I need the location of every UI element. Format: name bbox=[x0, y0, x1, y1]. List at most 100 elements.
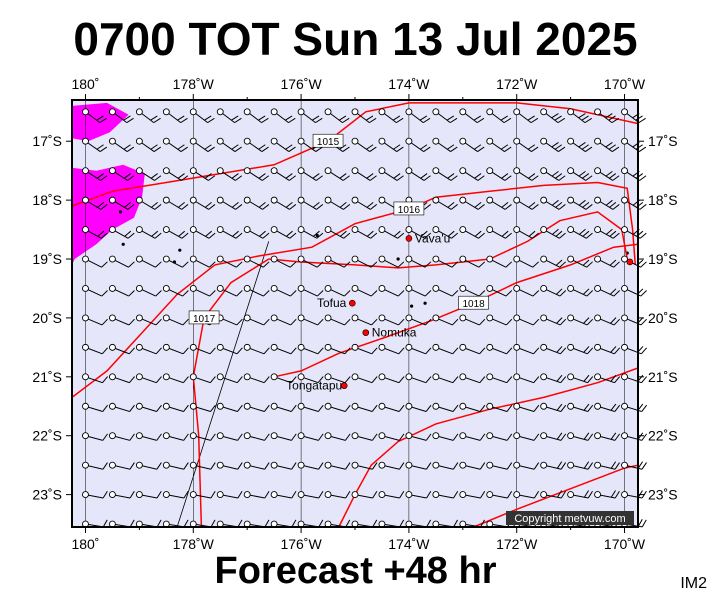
wind-barb-flag bbox=[208, 175, 216, 181]
wind-barb-flag bbox=[476, 117, 485, 124]
wind-barb-flag bbox=[312, 115, 320, 121]
wind-barb-flag bbox=[452, 433, 459, 441]
wind-barb-flag bbox=[610, 317, 617, 324]
wind-barb-flag bbox=[396, 117, 404, 124]
wind-barb-flag bbox=[450, 146, 458, 152]
lat-label-right: 22˚S bbox=[648, 428, 678, 444]
wind-barb-flag bbox=[318, 490, 324, 499]
wind-barb-flag bbox=[129, 404, 135, 412]
wind-barb-flag bbox=[613, 318, 621, 326]
wind-barb-flag bbox=[641, 519, 647, 528]
wind-station-circle bbox=[243, 461, 251, 469]
wind-station-circle bbox=[378, 461, 386, 469]
wind-barb-flag bbox=[555, 259, 563, 266]
wind-station-circle bbox=[459, 108, 467, 116]
wind-barb-flag bbox=[477, 204, 485, 210]
wind-barb-flag bbox=[316, 232, 324, 239]
wind-barb-flag bbox=[366, 230, 374, 237]
wind-barb-flag bbox=[317, 347, 324, 355]
wind-station-circle bbox=[243, 314, 251, 322]
wind-barb-flag bbox=[207, 146, 215, 152]
isobar-label-box bbox=[393, 201, 425, 216]
wind-barb-flag bbox=[587, 376, 594, 383]
wind-station-circle bbox=[621, 432, 628, 440]
wind-barb-flag bbox=[473, 144, 482, 150]
wind-station-circle bbox=[513, 167, 521, 175]
wind-barb-flag bbox=[478, 232, 485, 239]
wind-barb-flag bbox=[261, 117, 269, 124]
wind-barb-flag bbox=[396, 175, 404, 181]
wind-station-circle bbox=[135, 343, 143, 351]
wind-station-circle bbox=[135, 285, 143, 292]
wind-barb-flag bbox=[285, 173, 293, 179]
wind-station-circle bbox=[486, 167, 494, 175]
isobar-label-text: 1018 bbox=[462, 299, 485, 310]
wind-barb-flag bbox=[339, 201, 347, 208]
wind-station-circle bbox=[594, 108, 602, 116]
wind-station-circle bbox=[351, 432, 359, 440]
wind-station-circle bbox=[162, 461, 170, 469]
wind-station-circle bbox=[513, 196, 521, 204]
wind-barb-flag bbox=[531, 175, 539, 181]
wind-barb-flag bbox=[236, 290, 243, 297]
wind-barb-flag bbox=[181, 175, 189, 181]
wind-barb-flag bbox=[285, 144, 293, 150]
wind-barb-flag bbox=[371, 404, 378, 412]
wind-station-circle bbox=[108, 108, 116, 116]
wind-barb-flag bbox=[582, 230, 590, 237]
wind-station-circle bbox=[135, 314, 143, 322]
wind-barb-flag bbox=[236, 318, 243, 326]
wind-barb-flag bbox=[528, 230, 536, 237]
wind-barb-flag bbox=[208, 232, 216, 239]
wind-barb-flag bbox=[560, 462, 567, 470]
wind-station-circle bbox=[621, 461, 628, 469]
wind-barb-flag bbox=[578, 142, 586, 148]
wind-barb-flag bbox=[559, 261, 566, 268]
wind-station-circle bbox=[432, 137, 440, 145]
wind-station-circle bbox=[108, 137, 116, 145]
wind-station-circle bbox=[621, 255, 628, 263]
wind-station-circle bbox=[567, 461, 575, 469]
wind-barb-flag bbox=[342, 146, 350, 152]
wind-barb-flag bbox=[641, 376, 648, 383]
wind-barb-flag bbox=[371, 376, 378, 383]
wind-barb-flag bbox=[150, 115, 158, 121]
wind-barb-flag bbox=[156, 376, 162, 383]
land-shading-2 bbox=[72, 164, 145, 265]
wind-barb-flag bbox=[97, 230, 105, 237]
wind-barb-flag bbox=[154, 204, 162, 210]
wind-barb-flag bbox=[288, 175, 296, 181]
wind-station-circle bbox=[108, 255, 116, 263]
wind-barb-flag bbox=[318, 433, 324, 441]
wind-barb-flag bbox=[180, 146, 188, 152]
wind-barb-flag bbox=[204, 115, 212, 121]
wind-station-circle bbox=[82, 137, 89, 145]
wind-station-circle bbox=[108, 167, 116, 175]
wind-barb-flag bbox=[551, 142, 559, 148]
wind-station-circle bbox=[216, 461, 224, 469]
copyright-background bbox=[506, 511, 634, 525]
wind-station-circle bbox=[405, 137, 413, 145]
wind-barb-flag bbox=[450, 175, 458, 181]
wind-station-circle bbox=[135, 402, 143, 410]
wind-barb-flag bbox=[612, 175, 620, 181]
wind-barb-flag bbox=[556, 490, 563, 498]
place-label: Nomuka bbox=[372, 326, 417, 340]
wind-barb-flag bbox=[531, 146, 539, 152]
wind-station-circle bbox=[378, 432, 386, 440]
wind-station-circle bbox=[405, 314, 413, 322]
wind-station-circle bbox=[405, 108, 413, 116]
wind-station-circle bbox=[135, 108, 143, 116]
wind-station-circle bbox=[270, 108, 278, 116]
wind-station-circle bbox=[135, 196, 143, 204]
wind-barb-flag bbox=[556, 346, 563, 353]
wind-station-circle bbox=[378, 491, 386, 499]
wind-station-circle bbox=[432, 285, 440, 292]
wind-barb-flag bbox=[102, 404, 108, 412]
wind-barb-flag bbox=[235, 204, 243, 210]
wind-barb-flag bbox=[610, 461, 617, 469]
wind-station-circle bbox=[459, 226, 467, 234]
wind-station-circle bbox=[324, 196, 332, 204]
wind-barb-flag bbox=[264, 462, 270, 470]
